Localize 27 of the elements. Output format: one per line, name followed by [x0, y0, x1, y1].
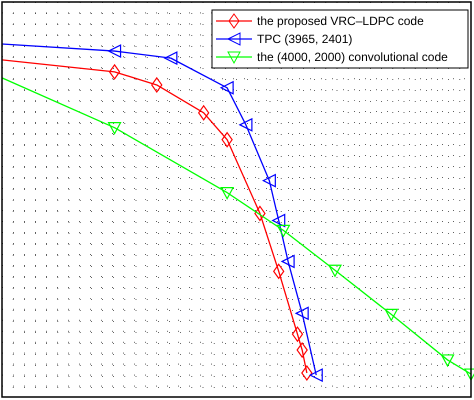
- point: [108, 122, 122, 134]
- point: [222, 132, 233, 148]
- legend-label: TPC (3965, 2401): [257, 32, 352, 46]
- point: [296, 306, 309, 320]
- point: [301, 365, 312, 381]
- point: [272, 214, 286, 228]
- point: [220, 187, 234, 200]
- legend-label: the proposed VRC–LDPC code: [257, 14, 424, 28]
- point: [262, 174, 276, 188]
- point: [281, 254, 295, 268]
- point: [164, 52, 178, 65]
- point: [239, 118, 252, 132]
- point: [292, 326, 304, 342]
- point: [198, 105, 210, 120]
- point: [328, 264, 342, 277]
- point: [151, 77, 162, 93]
- point: [220, 81, 234, 94]
- point: [384, 308, 398, 321]
- legend-label: the (4000, 2000) convolutional code: [257, 50, 448, 64]
- point: [254, 206, 266, 222]
- point: [310, 368, 323, 382]
- point: [108, 44, 122, 58]
- point: [440, 354, 454, 367]
- point: [108, 64, 120, 80]
- point: [276, 224, 290, 237]
- point: [296, 342, 308, 358]
- point: [273, 264, 284, 279]
